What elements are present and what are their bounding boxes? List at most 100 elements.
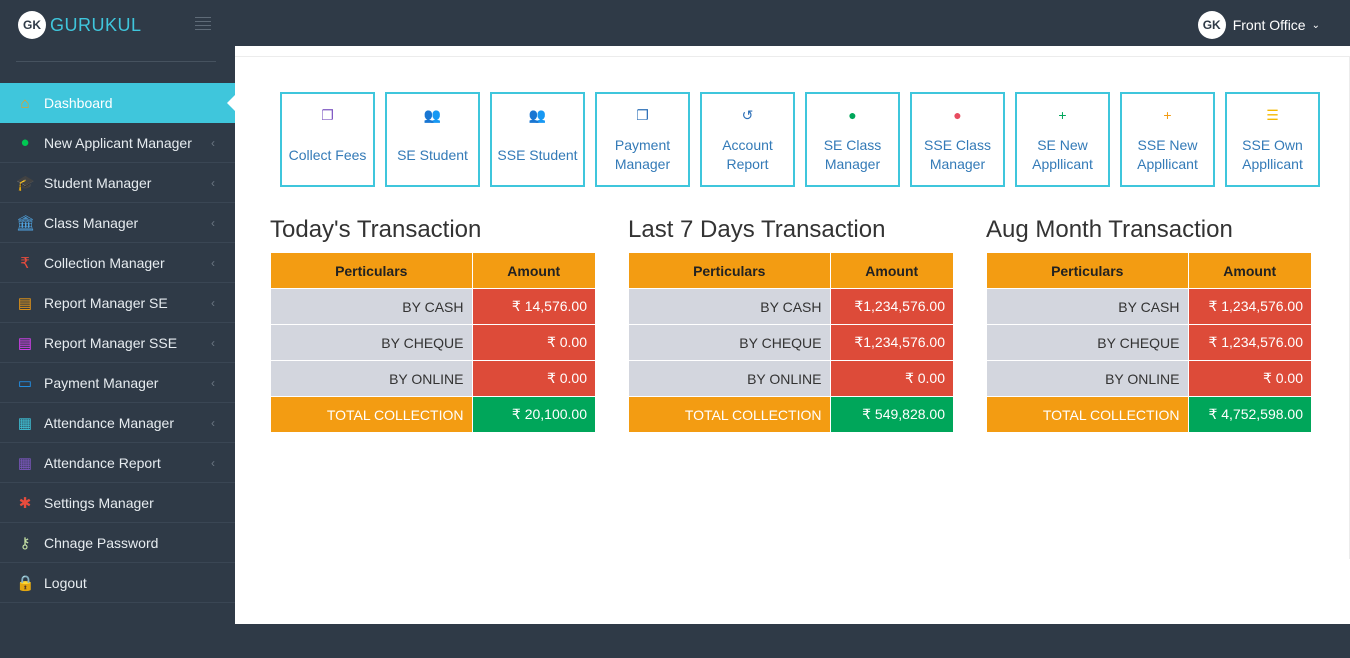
top-navbar: GK GURUKUL GK Front Office ⌄ bbox=[0, 0, 1350, 46]
rupee-icon: ₹ bbox=[20, 254, 30, 272]
total-amount: ₹ 20,100.00 bbox=[471, 396, 596, 433]
row-label: BY CASH bbox=[986, 288, 1189, 325]
row-label: BY CHEQUE bbox=[628, 324, 831, 361]
shortcut-collect-fees[interactable]: ❐ Collect Fees bbox=[280, 92, 375, 187]
column-header: Amount bbox=[1187, 252, 1312, 289]
sidebar-item-chnage-password[interactable]: ⚷ Chnage Password bbox=[0, 523, 235, 563]
divider bbox=[235, 56, 1350, 57]
chevron-down-icon: ⌄ bbox=[1311, 19, 1320, 31]
files-icon: ▤ bbox=[17, 334, 33, 352]
user-icon: ● bbox=[848, 107, 857, 123]
row-amount: ₹ 1,234,576.00 bbox=[1187, 324, 1312, 361]
divider bbox=[16, 61, 216, 62]
chevron-left-icon: ‹ bbox=[211, 295, 215, 310]
sidebar-item-label: Attendance Manager bbox=[44, 414, 174, 431]
table-row: BY CHEQUE ₹1,234,576.00 bbox=[628, 324, 954, 361]
row-amount: ₹1,234,576.00 bbox=[829, 288, 954, 325]
total-label: TOTAL COLLECTION bbox=[270, 396, 473, 433]
users-icon: 👥 bbox=[423, 106, 442, 123]
calendar-icon: ▦ bbox=[17, 454, 33, 472]
shortcut-label: SE Student bbox=[397, 146, 468, 163]
chevron-left-icon: ‹ bbox=[211, 215, 215, 230]
list-icon: ☰ bbox=[1266, 106, 1279, 123]
sidebar-item-new-applicant-manager[interactable]: ● New Applicant Manager ‹ bbox=[0, 123, 235, 163]
shortcut-label: Payment Manager bbox=[614, 137, 671, 172]
shortcut-label: SE New Appllicant bbox=[1032, 137, 1093, 172]
chevron-left-icon: ‹ bbox=[211, 135, 215, 150]
user-icon: ● bbox=[953, 107, 962, 123]
sidebar-item-attendance-manager[interactable]: ▦ Attendance Manager ‹ bbox=[0, 403, 235, 443]
shortcut-label: SE Class Manager bbox=[823, 137, 882, 172]
shortcut-sse-student[interactable]: 👥 SSE Student bbox=[490, 92, 585, 187]
row-label: BY CASH bbox=[270, 288, 473, 325]
total-amount: ₹ 549,828.00 bbox=[829, 396, 954, 433]
user-menu[interactable]: GK Front Office ⌄ bbox=[1197, 11, 1320, 39]
total-row: TOTAL COLLECTION ₹ 20,100.00 bbox=[270, 396, 596, 433]
footer bbox=[0, 624, 1350, 658]
user-plus-icon: + bbox=[1163, 107, 1172, 123]
sidebar-menu: ⌂ Dashboard ● New Applicant Manager ‹ 🎓 Studen… bbox=[0, 83, 235, 603]
home-icon: ⌂ bbox=[20, 94, 30, 112]
sidebar-item-settings-manager[interactable]: ✱ Settings Manager bbox=[0, 483, 235, 523]
shortcut-sse-class-manager[interactable]: ● SSE Class Manager bbox=[910, 92, 1005, 187]
sidebar-toggle-icon[interactable] bbox=[195, 17, 211, 33]
user-icon: ● bbox=[20, 134, 30, 151]
transaction-panel: Today's Transaction Perticulars Amount BY C… bbox=[270, 216, 596, 433]
row-amount: ₹ 0.00 bbox=[471, 360, 596, 397]
shortcut-label: Collect Fees bbox=[288, 146, 367, 163]
main-content: ❐ Collect Fees 👥 SE Student 👥 SSE Student ❐ Pay… bbox=[235, 46, 1350, 624]
column-header: Perticulars bbox=[628, 252, 831, 289]
transaction-panels: Today's Transaction Perticulars Amount BY C… bbox=[270, 216, 1344, 433]
shortcut-se-class-manager[interactable]: ● SE Class Manager bbox=[805, 92, 900, 187]
credit-card-icon: ▭ bbox=[17, 374, 33, 392]
shortcut-account-report[interactable]: ↺ Account Report bbox=[700, 92, 795, 187]
row-label: BY ONLINE bbox=[986, 360, 1189, 397]
shortcut-grid: ❐ Collect Fees 👥 SE Student 👥 SSE Student ❐ Pay… bbox=[280, 92, 1330, 187]
shortcut-sse-new-appllicant[interactable]: + SSE New Appllicant bbox=[1120, 92, 1215, 187]
sidebar-item-class-manager[interactable]: 🏛 Class Manager ‹ bbox=[0, 203, 235, 243]
column-header: Amount bbox=[471, 252, 596, 289]
chevron-left-icon: ‹ bbox=[211, 375, 215, 390]
row-amount: ₹ 0.00 bbox=[1187, 360, 1312, 397]
column-header: Perticulars bbox=[986, 252, 1189, 289]
table-row: BY CASH ₹ 14,576.00 bbox=[270, 288, 596, 325]
row-amount: ₹1,234,576.00 bbox=[829, 324, 954, 361]
key-icon: ⚷ bbox=[19, 534, 31, 552]
chevron-left-icon: ‹ bbox=[211, 455, 215, 470]
calendar-icon: ▦ bbox=[17, 414, 33, 432]
table-header-row: Perticulars Amount bbox=[270, 252, 596, 289]
history-icon: ↺ bbox=[741, 106, 754, 123]
sidebar-item-attendance-report[interactable]: ▦ Attendance Report ‹ bbox=[0, 443, 235, 483]
sidebar-item-label: Class Manager bbox=[44, 214, 139, 231]
sidebar-item-label: Logout bbox=[44, 574, 87, 591]
gear-icon: ✱ bbox=[18, 494, 32, 512]
row-amount: ₹ 0.00 bbox=[829, 360, 954, 397]
sidebar-item-report-manager-sse[interactable]: ▤ Report Manager SSE ‹ bbox=[0, 323, 235, 363]
shortcut-se-student[interactable]: 👥 SE Student bbox=[385, 92, 480, 187]
user-plus-icon: + bbox=[1058, 107, 1067, 123]
total-label: TOTAL COLLECTION bbox=[986, 396, 1189, 433]
shortcut-se-new-appllicant[interactable]: + SE New Appllicant bbox=[1015, 92, 1110, 187]
row-label: BY ONLINE bbox=[270, 360, 473, 397]
table-row: BY ONLINE ₹ 0.00 bbox=[986, 360, 1312, 397]
users-icon: 👥 bbox=[528, 106, 547, 123]
total-amount: ₹ 4,752,598.00 bbox=[1187, 396, 1312, 433]
graduation-cap-icon: 🎓 bbox=[16, 174, 35, 192]
shortcut-payment-manager[interactable]: ❐ Payment Manager bbox=[595, 92, 690, 187]
transaction-panel: Aug Month Transaction Perticulars Amount BY… bbox=[986, 216, 1312, 433]
sidebar-item-student-manager[interactable]: 🎓 Student Manager ‹ bbox=[0, 163, 235, 203]
sidebar-item-logout[interactable]: 🔒 Logout bbox=[0, 563, 235, 603]
user-name: Front Office bbox=[1232, 17, 1306, 33]
sidebar-item-payment-manager[interactable]: ▭ Payment Manager ‹ bbox=[0, 363, 235, 403]
sidebar-item-collection-manager[interactable]: ₹ Collection Manager ‹ bbox=[0, 243, 235, 283]
sidebar-item-report-manager-se[interactable]: ▤ Report Manager SE ‹ bbox=[0, 283, 235, 323]
lock-icon: 🔒 bbox=[16, 574, 35, 592]
shortcut-label: Account Report bbox=[722, 137, 773, 172]
sidebar-item-dashboard[interactable]: ⌂ Dashboard bbox=[0, 83, 235, 123]
avatar: GK bbox=[1197, 11, 1226, 39]
transaction-table: Perticulars Amount BY CASH ₹ 1,234,576.00 BY… bbox=[986, 252, 1312, 433]
column-header: Amount bbox=[829, 252, 954, 289]
shortcut-sse-own-appllicant[interactable]: ☰ SSE Own Appllicant bbox=[1225, 92, 1320, 187]
transaction-table: Perticulars Amount BY CASH ₹ 14,576.00 BY CH… bbox=[270, 252, 596, 433]
brand[interactable]: GK GURUKUL bbox=[18, 11, 142, 39]
